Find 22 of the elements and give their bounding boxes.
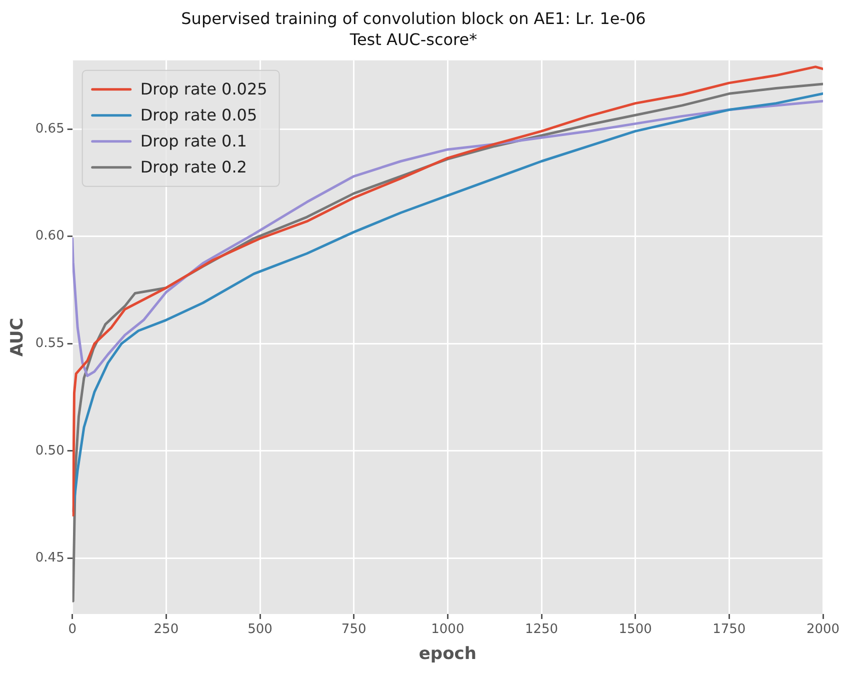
legend-label: Drop rate 0.025 <box>140 80 268 99</box>
y-tick-label: 0.60 <box>35 228 64 244</box>
x-tick-label: 1750 <box>712 622 746 638</box>
x-tick-label: 2000 <box>806 622 840 638</box>
y-tick-label: 0.55 <box>35 336 64 352</box>
x-tick-label: 250 <box>154 622 179 638</box>
x-axis-title: epoch <box>418 644 476 664</box>
x-tick-label: 1250 <box>524 622 558 638</box>
chart-subtitle: Test AUC-score* <box>348 30 478 49</box>
x-tick-label: 500 <box>248 622 272 638</box>
x-tick-label: 750 <box>341 622 366 638</box>
x-tick-label: 0 <box>68 622 76 638</box>
x-tick-label: 1500 <box>618 622 652 638</box>
y-tick-label: 0.45 <box>35 550 64 566</box>
y-tick-label: 0.65 <box>35 121 64 136</box>
chart-title: Supervised training of convolution block on AE1: Lr. 1e-06 <box>181 8 646 28</box>
x-tick-label: 1000 <box>431 622 464 638</box>
legend-label: Drop rate 0.2 <box>140 158 247 177</box>
y-axis-title: AUC <box>8 318 28 357</box>
legend-label: Drop rate 0.1 <box>140 132 247 151</box>
legend-label: Drop rate 0.05 <box>140 106 258 125</box>
y-tick-label: 0.50 <box>35 443 64 458</box>
